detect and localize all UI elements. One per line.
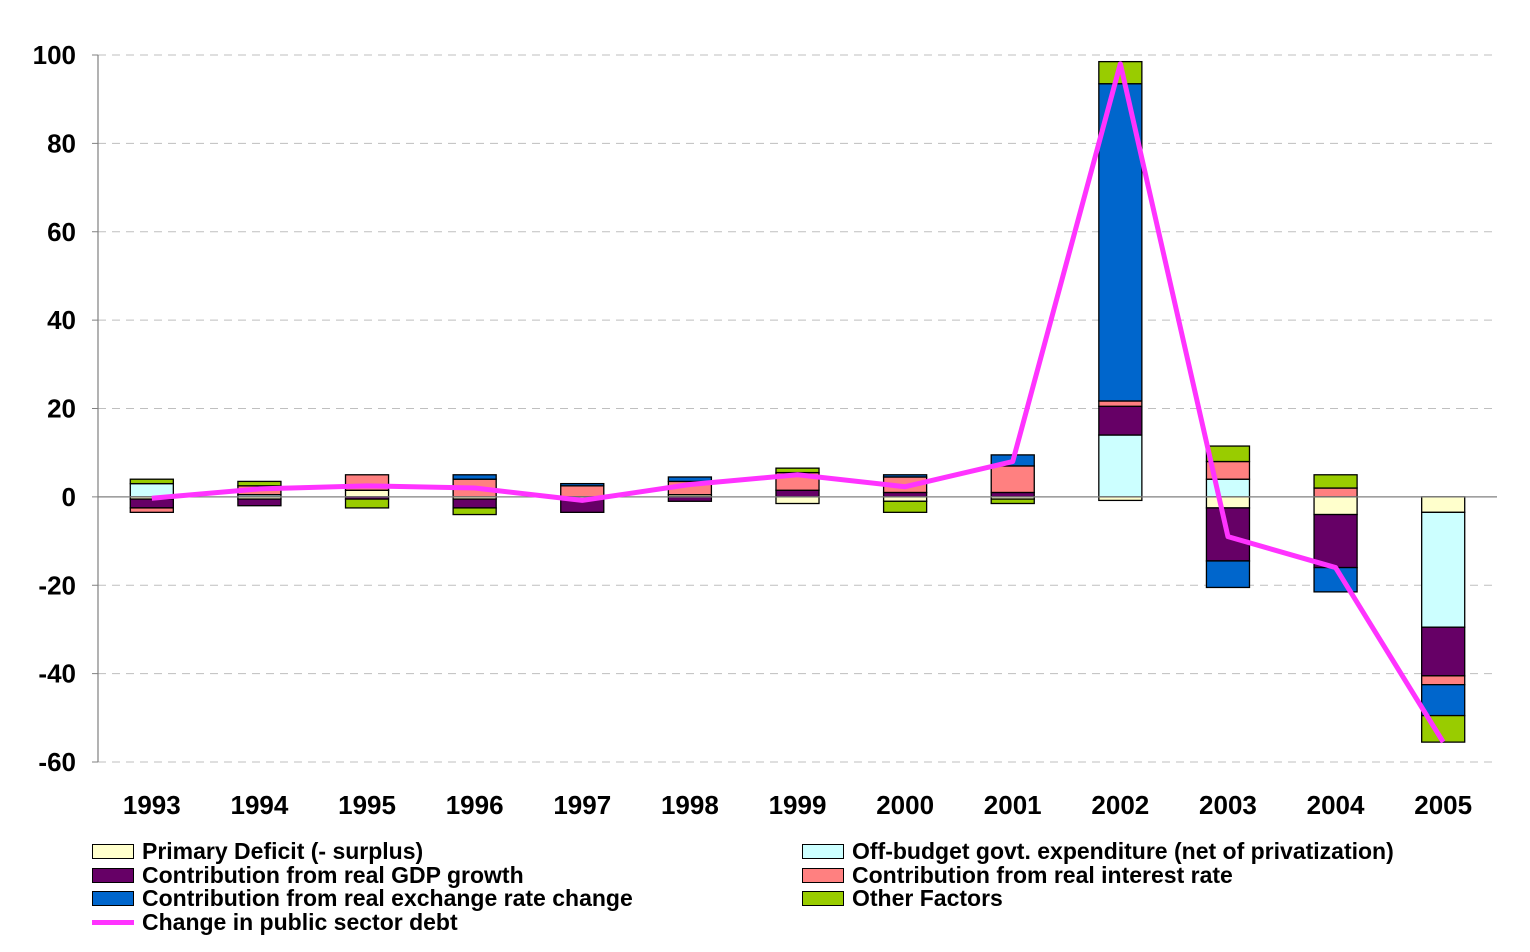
bar-interest-rate	[1098, 400, 1143, 407]
bar-gdp-growth	[452, 498, 497, 509]
legend: Primary Deficit (- surplus) Off-budget g…	[92, 840, 1512, 934]
bar-exchange-rate	[560, 482, 605, 487]
x-tick-label: 1996	[446, 790, 504, 820]
bar-gdp-growth	[237, 498, 282, 507]
legend-item-other-factors: Other Factors	[802, 887, 1512, 910]
y-tick-label: 20	[47, 394, 76, 424]
y-tick-label: -40	[38, 659, 76, 689]
debt-line	[151, 61, 1446, 744]
bar-interest-rate	[129, 507, 174, 513]
legend-swatch	[92, 867, 134, 883]
x-tick-label: 2004	[1307, 790, 1365, 820]
y-tick-label: 60	[47, 217, 76, 247]
bar-gdp-growth	[882, 491, 928, 498]
bar-primary-deficit	[1313, 496, 1358, 516]
bar-off-budget	[1205, 478, 1251, 498]
x-tick-label: 1997	[553, 790, 611, 820]
x-tick-label: 1999	[769, 790, 827, 820]
x-tick-label: 2001	[984, 790, 1042, 820]
bar-gdp-growth	[1421, 626, 1466, 677]
gridlines	[98, 54, 1497, 763]
y-tick-label: -60	[38, 747, 76, 777]
x-tick-label: 2003	[1199, 790, 1257, 820]
bar-interest-rate	[560, 485, 605, 498]
x-tick-label: 1998	[661, 790, 719, 820]
x-tick-label: 2000	[876, 790, 934, 820]
legend-label: Contribution from real exchange rate cha…	[142, 885, 633, 912]
x-tick-label: 1993	[123, 790, 181, 820]
bar-other-factors	[775, 467, 820, 474]
bar-gdp-growth	[129, 498, 174, 509]
y-tick-label: -20	[38, 570, 76, 600]
legend-swatch	[802, 891, 844, 907]
legend-label: Off-budget govt. expenditure (net of pri…	[852, 838, 1394, 865]
legend-swatch	[92, 844, 134, 860]
bar-gdp-growth	[667, 496, 713, 502]
legend-row: Primary Deficit (- surplus) Off-budget g…	[92, 840, 1512, 864]
legend-item-exchange-rate: Contribution from real exchange rate cha…	[92, 887, 802, 910]
bar-other-factors	[344, 498, 390, 509]
legend-item-primary-deficit: Primary Deficit (- surplus)	[92, 840, 802, 863]
x-tick-label: 1995	[338, 790, 396, 820]
y-tick-label: 0	[62, 482, 76, 512]
legend-item-interest-rate: Contribution from real interest rate	[802, 861, 1512, 888]
bar-exchange-rate	[882, 474, 928, 478]
legend-label: Primary Deficit (- surplus)	[142, 838, 424, 865]
bar-primary-deficit	[882, 496, 928, 502]
bar-primary-deficit	[344, 489, 390, 498]
legend-item-gdp-growth: Contribution from real GDP growth	[92, 861, 802, 888]
y-tick-label: 100	[33, 40, 76, 70]
bar-other-factors	[1313, 474, 1358, 489]
bars	[129, 60, 1466, 743]
legend-row: Contribution from real GDP growth Contri…	[92, 861, 1512, 888]
tick-labels: 100 80 60 40 20 0 -20 -40 -60 1993 1994 1995 1996 199…	[33, 40, 1473, 820]
bar-gdp-growth	[1098, 405, 1143, 436]
bar-primary-deficit	[1205, 496, 1251, 509]
y-tick-label: 80	[47, 128, 76, 158]
bar-exchange-rate	[1205, 560, 1251, 589]
bar-other-factors	[452, 507, 497, 516]
legend-label: Other Factors	[852, 885, 1003, 912]
x-tick-label: 1994	[231, 790, 289, 820]
bar-exchange-rate	[452, 474, 497, 480]
legend-item-off-budget: Off-budget govt. expenditure (net of pri…	[802, 840, 1512, 863]
bar-gdp-growth	[775, 489, 820, 498]
x-tick-label: 2005	[1414, 790, 1472, 820]
bar-other-factors	[237, 480, 282, 487]
bar-interest-rate	[990, 465, 1035, 494]
line-change-in-public-debt	[151, 61, 1446, 744]
legend-label: Contribution from real GDP growth	[142, 861, 524, 888]
y-tick-label: 40	[47, 305, 76, 335]
bar-other-factors	[882, 500, 928, 513]
bar-other-factors	[990, 498, 1035, 505]
legend-swatch	[802, 844, 844, 860]
bar-exchange-rate	[667, 476, 713, 483]
bar-gdp-growth	[1313, 513, 1358, 569]
legend-row: Contribution from real exchange rate cha…	[92, 887, 1512, 911]
legend-item-public-debt: Change in public sector debt	[92, 908, 804, 935]
legend-row: Change in public sector debt	[92, 908, 1512, 935]
legend-label: Contribution from real interest rate	[852, 861, 1233, 888]
axes	[92, 54, 1497, 763]
bar-gdp-growth	[990, 491, 1035, 498]
bar-off-budget	[1421, 511, 1466, 628]
bar-interest-rate	[1313, 487, 1358, 498]
bar-primary-deficit	[1421, 496, 1466, 513]
bar-primary-deficit	[775, 496, 820, 505]
x-tick-label: 2002	[1091, 790, 1149, 820]
bar-exchange-rate	[1421, 684, 1466, 717]
legend-label: Change in public sector debt	[142, 908, 458, 935]
bar-interest-rate	[1421, 675, 1466, 686]
bar-other-factors	[129, 478, 174, 485]
legend-swatch	[92, 891, 134, 907]
bar-other-factors	[1205, 445, 1251, 463]
legend-swatch	[802, 867, 844, 883]
legend-line-swatch	[92, 919, 134, 925]
bar-off-budget	[1098, 434, 1143, 498]
